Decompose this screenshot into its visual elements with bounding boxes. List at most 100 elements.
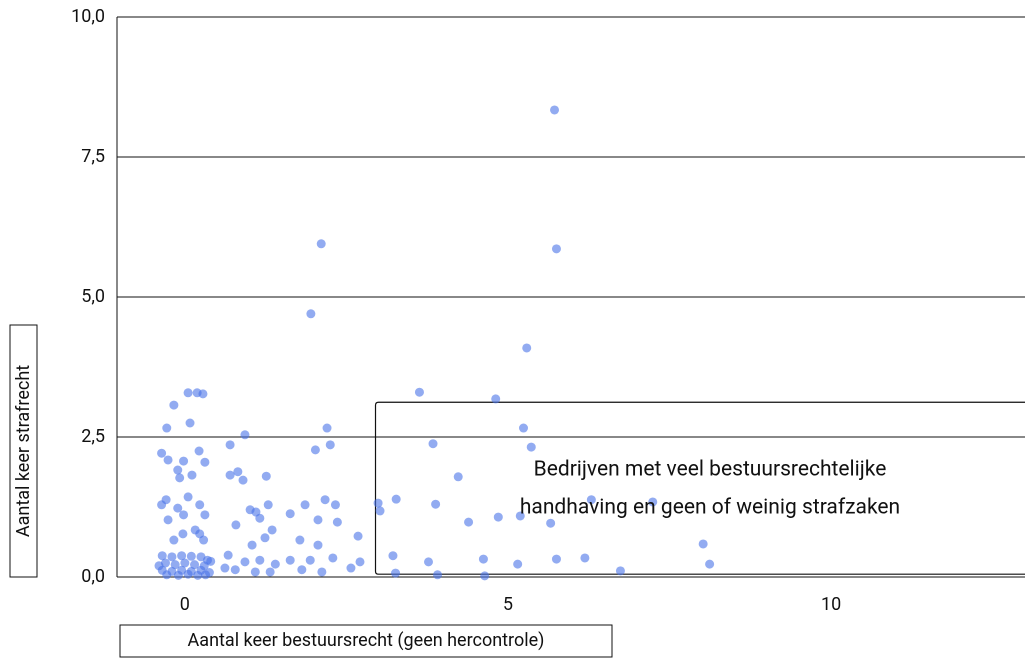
point	[223, 550, 233, 560]
point	[195, 500, 205, 510]
point	[615, 566, 625, 576]
point	[550, 105, 560, 115]
point	[163, 515, 173, 525]
point	[551, 244, 561, 254]
x-label-box	[119, 624, 613, 658]
point	[183, 492, 193, 502]
y-tick-label: 7,5	[81, 146, 105, 167]
point	[522, 343, 532, 353]
point	[225, 470, 235, 480]
point	[183, 388, 193, 398]
point	[705, 559, 715, 569]
point	[478, 554, 488, 564]
point	[285, 509, 295, 519]
point	[225, 440, 235, 450]
point	[313, 540, 323, 550]
point	[300, 500, 310, 510]
point	[162, 423, 172, 433]
point	[161, 495, 171, 505]
point	[388, 551, 398, 561]
point	[200, 510, 210, 520]
point	[162, 570, 172, 580]
point	[414, 387, 424, 397]
point	[179, 456, 189, 466]
point	[526, 442, 536, 452]
point	[328, 553, 338, 563]
point	[648, 497, 658, 507]
point	[313, 515, 323, 525]
point	[201, 570, 211, 580]
point	[183, 569, 193, 579]
point	[199, 535, 209, 545]
point	[206, 556, 216, 566]
point	[240, 430, 250, 440]
annotation-text: handhaving en geen of weinig strafzaken	[520, 496, 900, 520]
point	[173, 465, 183, 475]
point	[180, 558, 190, 568]
point	[177, 551, 187, 561]
x-tick-label: 0	[180, 594, 190, 615]
point	[330, 500, 340, 510]
y-tick-label: 2,5	[81, 426, 105, 447]
point	[513, 559, 523, 569]
point	[433, 570, 443, 580]
point	[491, 394, 501, 404]
point	[265, 567, 275, 577]
y-label-box	[9, 324, 38, 578]
point	[453, 472, 463, 482]
point	[322, 423, 332, 433]
point	[346, 563, 356, 573]
point	[332, 517, 342, 527]
point	[267, 525, 277, 535]
y-tick-label: 5,0	[81, 286, 105, 307]
point	[423, 557, 433, 567]
point	[179, 510, 189, 520]
point	[247, 540, 257, 550]
point	[167, 552, 177, 562]
point	[305, 555, 315, 565]
point	[355, 557, 365, 567]
point	[515, 511, 525, 521]
point	[261, 471, 271, 481]
point	[546, 518, 556, 528]
point	[194, 446, 204, 456]
point	[285, 555, 295, 565]
point	[173, 570, 183, 580]
point	[231, 520, 241, 530]
point	[169, 535, 179, 545]
point	[157, 448, 167, 458]
point	[320, 495, 330, 505]
point	[353, 531, 363, 541]
point	[270, 559, 280, 569]
point	[428, 439, 438, 449]
point	[306, 309, 316, 319]
point	[295, 535, 305, 545]
point	[580, 553, 590, 563]
point	[193, 570, 203, 580]
point	[157, 551, 167, 561]
point	[493, 512, 503, 522]
point	[698, 539, 708, 549]
point	[238, 475, 248, 485]
point	[185, 418, 195, 428]
point	[260, 533, 270, 543]
point	[255, 513, 265, 523]
point	[375, 506, 385, 516]
x-tick-label: 10	[821, 594, 841, 615]
point	[198, 389, 208, 399]
y-tick-label: 0,0	[81, 566, 105, 587]
point	[325, 440, 335, 450]
point	[317, 567, 327, 577]
point	[518, 423, 528, 433]
point	[200, 457, 210, 467]
point	[255, 555, 265, 565]
point	[263, 500, 273, 510]
point	[431, 499, 441, 509]
point	[186, 551, 196, 561]
point	[154, 561, 164, 571]
point	[190, 560, 200, 570]
point	[297, 565, 307, 575]
point	[480, 571, 490, 581]
point	[245, 505, 255, 515]
